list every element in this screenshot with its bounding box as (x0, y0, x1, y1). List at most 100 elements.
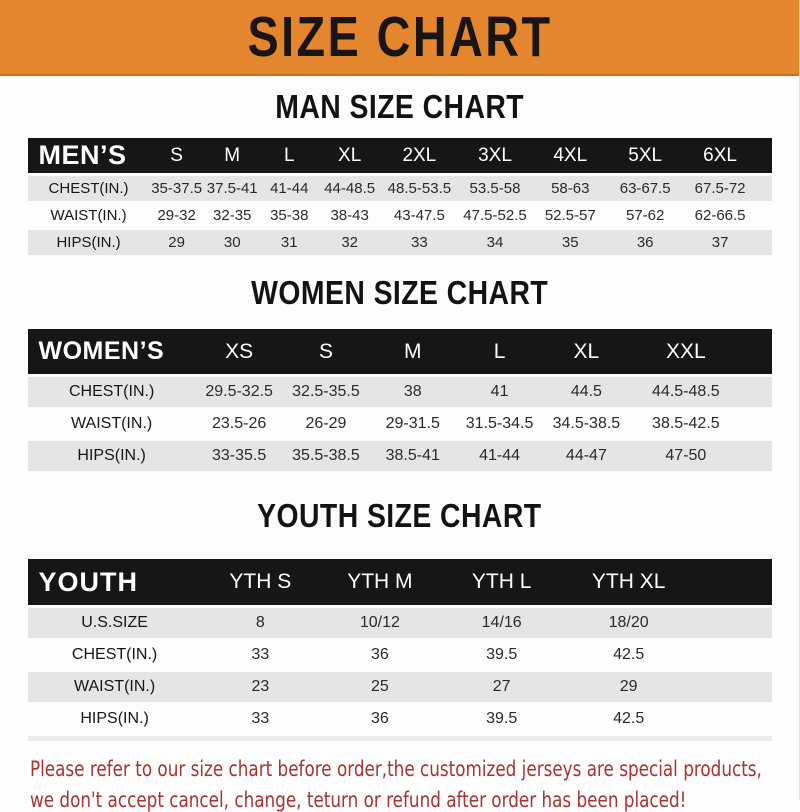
size-value: 38.5-42.5 (629, 409, 742, 441)
row-label: HIPS(IN.) (27, 704, 202, 736)
column-header: M (369, 329, 457, 377)
size-value: 41-44 (260, 176, 318, 203)
size-value: 14/16 (440, 608, 563, 640)
men-heading-wrap: MAN SIZE CHART (0, 76, 799, 138)
row-spacer (741, 441, 772, 473)
measurement-row: HIPS(IN.) 29 30 31 32 33 34 35 36 37 (27, 230, 772, 257)
row-spacer (757, 176, 772, 203)
measurement-row: CHEST(IN.) 33 36 39.5 42.5 (27, 640, 772, 672)
row-label: U.S.SIZE (27, 608, 202, 640)
women-section-heading: WOMEN SIZE CHART (251, 274, 548, 311)
size-value: 25 (319, 672, 441, 704)
row-spacer (694, 608, 772, 640)
size-value: 35 (532, 230, 608, 257)
size-value: 32 (317, 230, 382, 257)
table-header-row: WOMEN’S XS S M L XL XXL (27, 329, 772, 377)
disclaimer-line-2: we don't accept cancel, change, teturn o… (30, 788, 799, 812)
measurement-row: HIPS(IN.) 33-35.5 35.5-38.5 38.5-41 41-44 44-… (27, 441, 772, 473)
row-spacer (741, 409, 772, 441)
table-title: WOMEN’S (27, 329, 196, 377)
size-value: 35.5-38.5 (282, 441, 370, 473)
size-value: 33 (201, 704, 319, 736)
column-header: S (149, 138, 204, 176)
size-value: 31.5-34.5 (456, 409, 543, 441)
row-spacer (741, 377, 772, 409)
column-header: L (456, 329, 543, 377)
size-value: 67.5-72 (682, 176, 758, 203)
row-spacer (694, 640, 772, 672)
size-value: 29-31.5 (369, 409, 457, 441)
row-label: WAIST(IN.) (27, 409, 196, 441)
row-spacer (694, 672, 772, 704)
row-label: CHEST(IN.) (27, 176, 150, 203)
women-size-table: WOMEN’S XS S M L XL XXL CHEST(IN.) 29.5-32.5 32.5… (27, 329, 772, 473)
column-header: YTH XL (562, 559, 695, 608)
size-value: 18/20 (562, 608, 695, 640)
size-value: 41-44 (456, 441, 543, 473)
size-value: 42.5 (562, 704, 695, 736)
header-spacer (694, 559, 772, 608)
size-value: 30 (203, 230, 261, 257)
size-value: 38 (369, 377, 457, 409)
size-value: 35-37.5 (149, 176, 204, 203)
section-women: WOMEN SIZE CHART WOMEN’S XS S M L XL XXL CHEST(… (0, 257, 799, 473)
row-label: WAIST(IN.) (27, 672, 202, 704)
column-header: XS (195, 329, 283, 377)
measurement-row: U.S.SIZE 8 10/12 14/16 18/20 (27, 608, 772, 640)
column-header: YTH S (201, 559, 319, 608)
size-value: 27 (440, 672, 563, 704)
size-value: 23 (201, 672, 319, 704)
men-size-table: MEN’S S M L XL 2XL 3XL 4XL 5XL 6XL CHEST(IN.) 35-37… (27, 138, 772, 257)
men-section-heading: MAN SIZE CHART (275, 88, 524, 125)
size-value: 31 (260, 230, 318, 257)
size-value: 8 (201, 608, 319, 640)
size-value: 29-32 (149, 203, 204, 230)
column-header: XXL (629, 329, 742, 377)
size-value: 34 (457, 230, 533, 257)
size-value: 29.5-32.5 (195, 377, 283, 409)
size-value: 47-50 (629, 441, 742, 473)
size-value: 32-35 (203, 203, 261, 230)
banner: SIZE CHART (0, 0, 799, 76)
row-label: CHEST(IN.) (27, 640, 202, 672)
column-header: 3XL (457, 138, 533, 176)
column-header: 4XL (532, 138, 608, 176)
size-value: 36 (319, 640, 441, 672)
column-header: 6XL (682, 138, 758, 176)
size-value: 32.5-35.5 (282, 377, 370, 409)
size-value: 53.5-58 (457, 176, 533, 203)
table-header-row: YOUTH YTH S YTH M YTH L YTH XL (27, 559, 772, 608)
women-heading-wrap: WOMEN SIZE CHART (0, 257, 799, 329)
disclaimer-text-1: Please refer to our size chart before or… (30, 757, 762, 781)
measurement-row: CHEST(IN.) 35-37.5 37.5-41 41-44 44-48.5 48.5… (27, 176, 772, 203)
row-label: HIPS(IN.) (27, 441, 196, 473)
column-header: YTH M (319, 559, 441, 608)
column-header: L (260, 138, 318, 176)
measurement-row: WAIST(IN.) 23 25 27 29 (27, 672, 772, 704)
column-header: XL (317, 138, 382, 176)
size-value: 34.5-38.5 (542, 409, 630, 441)
size-value: 62-66.5 (682, 203, 758, 230)
column-header: 2XL (381, 138, 458, 176)
column-header: M (203, 138, 261, 176)
header-spacer (741, 329, 772, 377)
row-label: HIPS(IN.) (27, 230, 150, 257)
column-header: 5XL (607, 138, 683, 176)
size-value: 36 (607, 230, 683, 257)
row-label: CHEST(IN.) (27, 377, 196, 409)
size-value: 33 (381, 230, 458, 257)
size-value: 23.5-26 (195, 409, 283, 441)
row-spacer (757, 230, 772, 257)
disclaimer-text-2: we don't accept cancel, change, teturn o… (30, 788, 687, 812)
size-value: 29 (562, 672, 695, 704)
table-title: YOUTH (27, 559, 202, 608)
size-value: 29 (149, 230, 204, 257)
size-value: 48.5-53.5 (381, 176, 458, 203)
column-header: XL (542, 329, 630, 377)
measurement-row: WAIST(IN.) 29-32 32-35 35-38 38-43 43-47.5 47.… (27, 203, 772, 230)
youth-heading-wrap: YOUTH SIZE CHART (0, 473, 799, 559)
measurement-row: WAIST(IN.) 23.5-26 26-29 29-31.5 31.5-34.5 34… (27, 409, 772, 441)
size-value: 42.5 (562, 640, 695, 672)
row-spacer (757, 203, 772, 230)
